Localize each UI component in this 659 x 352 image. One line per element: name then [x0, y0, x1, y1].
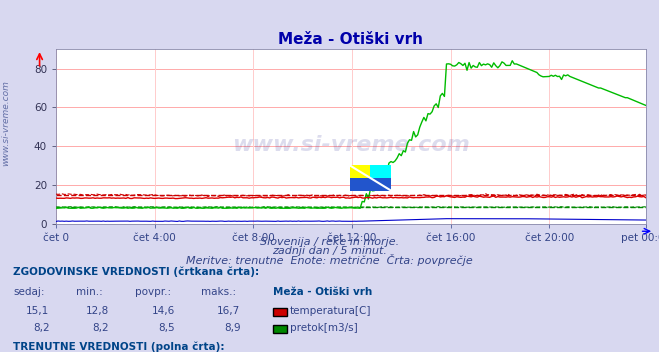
Text: 8,9: 8,9 [224, 323, 241, 333]
Text: 15,1: 15,1 [26, 306, 49, 316]
Text: 8,5: 8,5 [158, 323, 175, 333]
Text: www.si-vreme.com: www.si-vreme.com [1, 80, 10, 166]
Text: 12,8: 12,8 [86, 306, 109, 316]
FancyBboxPatch shape [350, 178, 370, 191]
Text: 8,2: 8,2 [33, 323, 49, 333]
FancyBboxPatch shape [350, 165, 370, 178]
FancyBboxPatch shape [370, 178, 391, 191]
Text: www.si-vreme.com: www.si-vreme.com [232, 135, 470, 155]
Text: 16,7: 16,7 [217, 306, 241, 316]
Text: temperatura[C]: temperatura[C] [290, 306, 372, 316]
Text: ZGODOVINSKE VREDNOSTI (črtkana črta):: ZGODOVINSKE VREDNOSTI (črtkana črta): [13, 267, 259, 277]
Text: Meritve: trenutne  Enote: metrične  Črta: povprečje: Meritve: trenutne Enote: metrične Črta: … [186, 254, 473, 266]
Text: sedaj:: sedaj: [13, 287, 45, 297]
Text: zadnji dan / 5 minut.: zadnji dan / 5 minut. [272, 246, 387, 256]
Text: 14,6: 14,6 [152, 306, 175, 316]
Text: Meža - Otiški vrh: Meža - Otiški vrh [273, 287, 373, 297]
Title: Meža - Otiški vrh: Meža - Otiški vrh [278, 32, 424, 47]
Text: TRENUTNE VREDNOSTI (polna črta):: TRENUTNE VREDNOSTI (polna črta): [13, 342, 225, 352]
FancyBboxPatch shape [370, 165, 391, 178]
Text: maks.:: maks.: [201, 287, 236, 297]
Text: Slovenija / reke in morje.: Slovenija / reke in morje. [260, 237, 399, 247]
Text: povpr.:: povpr.: [135, 287, 171, 297]
Text: pretok[m3/s]: pretok[m3/s] [290, 323, 358, 333]
Text: min.:: min.: [76, 287, 103, 297]
Text: 8,2: 8,2 [92, 323, 109, 333]
